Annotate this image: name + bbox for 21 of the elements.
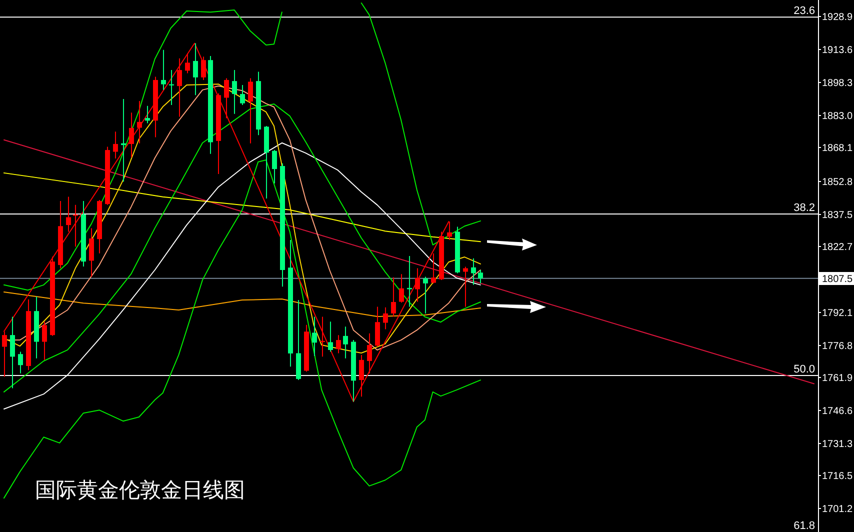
- tick-label: 1807.5: [822, 274, 853, 285]
- annotation: 50.0: [794, 364, 815, 376]
- tick-label: 1731.3: [822, 439, 853, 450]
- tick-label: 1761.9: [822, 373, 853, 384]
- tick-label: 1792.1: [822, 308, 853, 319]
- tick-label: 1852.8: [822, 177, 853, 188]
- tick-label: 1716.5: [822, 471, 853, 482]
- tick-label: 1837.5: [822, 210, 853, 221]
- tick-label: 1868.1: [822, 143, 853, 154]
- annotation: 23.6: [794, 5, 815, 18]
- tick-label: 1746.6: [822, 406, 853, 417]
- tick-label: 1776.8: [822, 341, 853, 352]
- tick-label: 1913.6: [822, 45, 853, 56]
- tick-label: 1898.3: [822, 78, 853, 89]
- annotation: 38.2: [794, 202, 815, 214]
- annotation: 61.8: [794, 520, 815, 532]
- tick-label: 1701.2: [822, 504, 853, 515]
- tick-label: 1883.0: [822, 111, 853, 122]
- title: 国际黄金伦敦金日线图: [35, 478, 245, 502]
- tick-label: 1928.9: [822, 12, 853, 23]
- tick-label: 1822.7: [822, 242, 853, 253]
